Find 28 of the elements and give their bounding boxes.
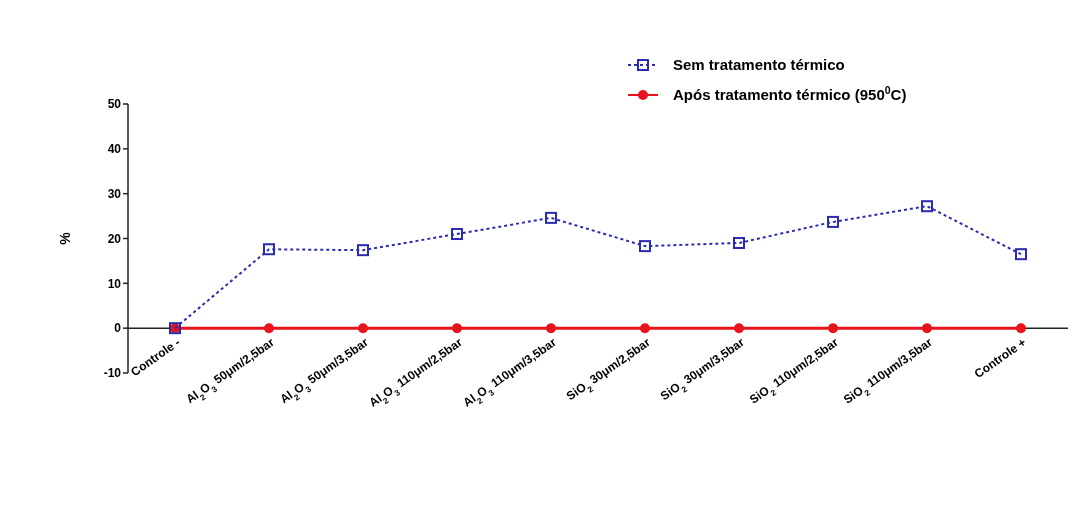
point bbox=[827, 215, 839, 228]
point bbox=[451, 228, 463, 241]
y-tick-label: 0 bbox=[114, 321, 122, 336]
y-tick-label: 30 bbox=[107, 186, 122, 201]
point bbox=[640, 323, 650, 334]
legend-label: Sem tratamento térmico bbox=[673, 56, 845, 74]
point bbox=[263, 243, 275, 256]
point bbox=[733, 236, 745, 249]
y-tick-label: 20 bbox=[107, 231, 122, 246]
point bbox=[1015, 248, 1027, 261]
y-tick-label: 10 bbox=[107, 276, 122, 291]
point bbox=[1016, 323, 1026, 334]
point bbox=[357, 244, 369, 257]
point bbox=[264, 323, 274, 334]
point bbox=[545, 211, 557, 224]
point bbox=[828, 323, 838, 334]
legend-label: Após tratamento térmico (950$^{0}$C) bbox=[673, 84, 907, 104]
point bbox=[546, 323, 556, 334]
y-axis-title: % bbox=[57, 231, 73, 245]
point bbox=[734, 323, 744, 334]
y-tick-label: 50 bbox=[107, 97, 122, 112]
point bbox=[921, 200, 933, 213]
point bbox=[639, 240, 651, 253]
point bbox=[452, 323, 462, 334]
y-tick-label: -10 bbox=[103, 366, 122, 381]
point bbox=[922, 323, 932, 334]
point bbox=[358, 323, 368, 334]
y-tick-label: 40 bbox=[107, 142, 122, 157]
